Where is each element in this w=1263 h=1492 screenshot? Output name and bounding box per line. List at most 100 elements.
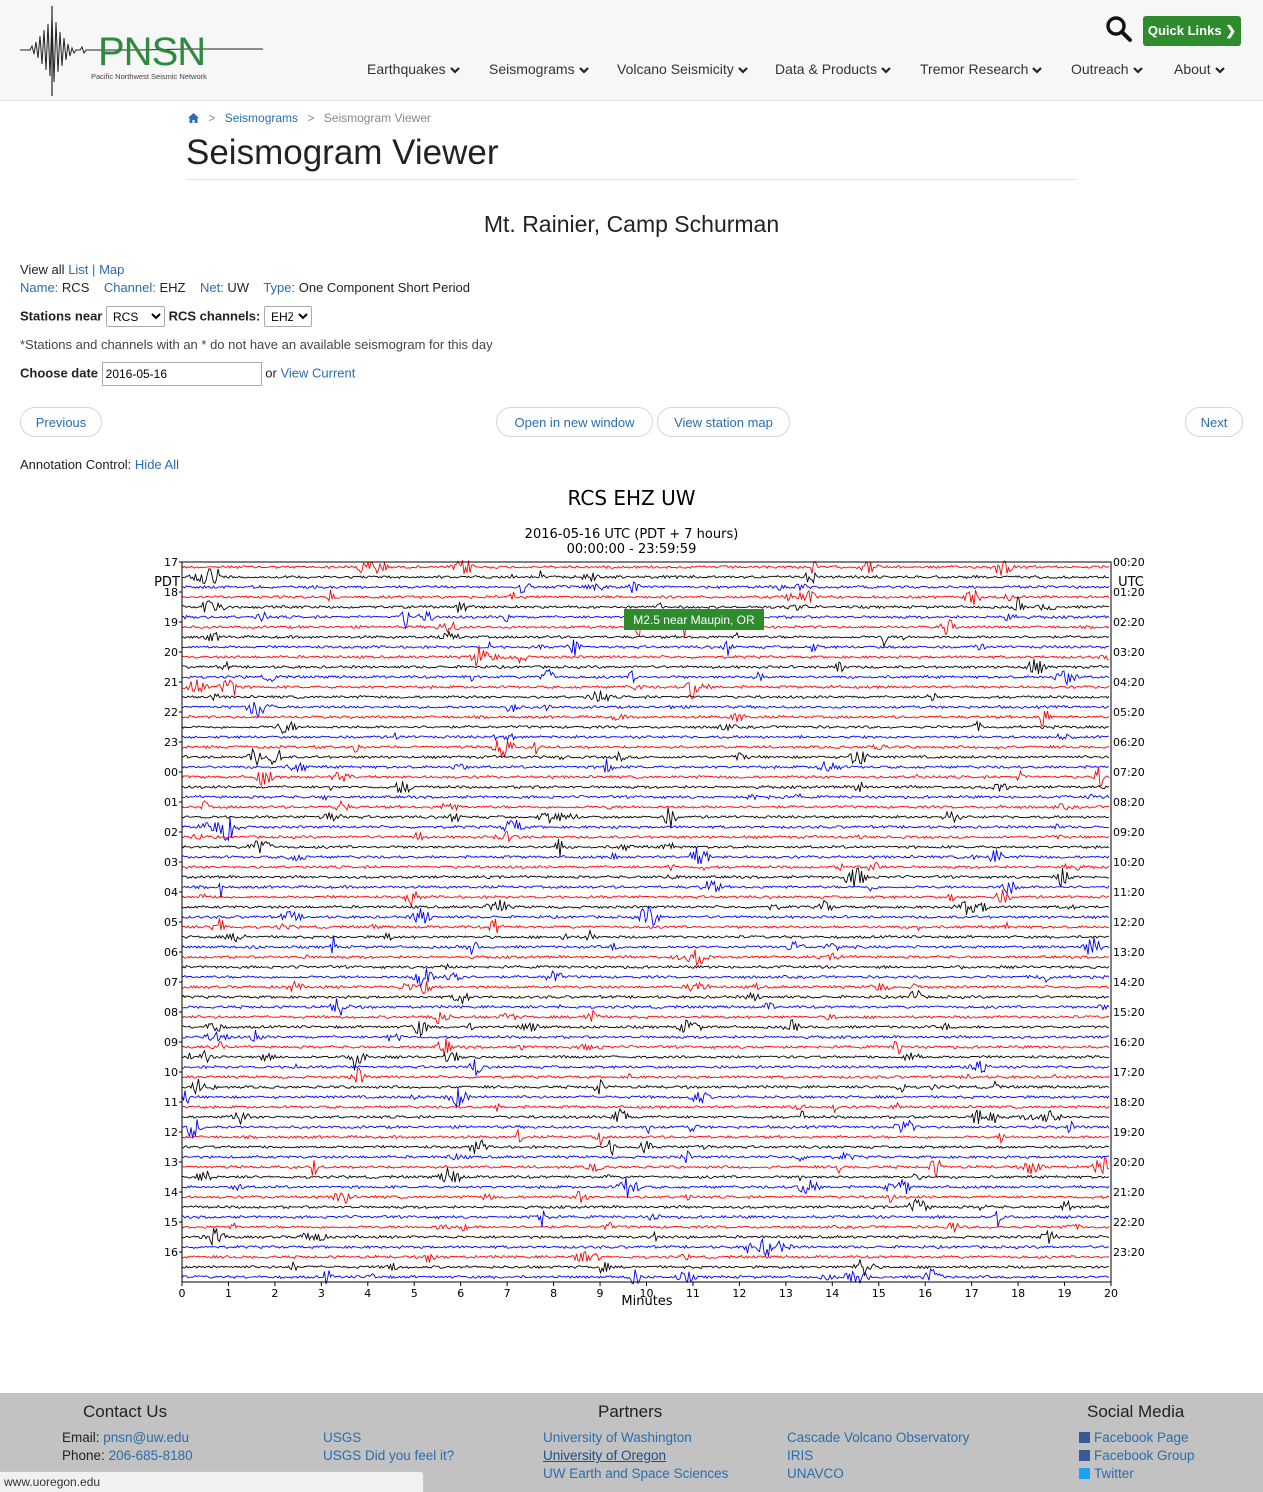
seismogram-trace [181, 766, 1110, 787]
map-link[interactable]: Map [99, 262, 125, 277]
social-twitter[interactable]: Twitter [1079, 1466, 1134, 1481]
chevron-right-icon: ❯ [1225, 23, 1237, 38]
seismogram-trace [181, 589, 1110, 605]
seismogram-trace [181, 949, 1110, 967]
nav-data-products[interactable]: Data & Products [775, 61, 891, 77]
nav-earthquakes[interactable]: Earthquakes [367, 61, 460, 77]
seismogram-trace [181, 1251, 1110, 1263]
seismogram-trace [182, 1059, 1110, 1076]
event-annotation[interactable]: M2.5 near Maupin, OR [624, 609, 764, 630]
quick-links-label: Quick Links [1147, 23, 1222, 38]
pnsn-logo[interactable]: PNSN Pacific Northwest Seismic Network [18, 6, 268, 96]
x-tick-label: 13 [779, 1287, 793, 1300]
phone-link[interactable]: 206-685-8180 [108, 1448, 193, 1463]
stations-near-select[interactable]: RCS [105, 306, 165, 327]
utc-tick-label: 16:20 [1113, 1036, 1145, 1049]
pdt-tick-label: 10 [164, 1066, 178, 1079]
partner-unavco[interactable]: UNAVCO [787, 1466, 844, 1481]
nav-volcano-seismicity[interactable]: Volcano Seismicity [617, 61, 748, 77]
utc-tick-label: 18:20 [1113, 1096, 1145, 1109]
title-divider [186, 179, 1076, 180]
pdt-tick-label: 01 [164, 796, 178, 809]
partner-uoregon[interactable]: University of Oregon [543, 1448, 667, 1463]
x-tick-label: 20 [1104, 1287, 1118, 1300]
nav-label: Tremor Research [920, 61, 1029, 77]
pdt-tick-label: 07 [164, 976, 178, 989]
breadcrumb-separator: > [208, 111, 216, 125]
social-facebook-page[interactable]: Facebook Page [1079, 1430, 1189, 1445]
social-heading: Social Media [1087, 1402, 1185, 1421]
x-tick-label: 5 [411, 1287, 418, 1300]
seismogram-trace [181, 719, 1110, 735]
partner-cvo[interactable]: Cascade Volcano Observatory [787, 1430, 970, 1445]
nav-tremor-research[interactable]: Tremor Research [920, 61, 1043, 77]
seismogram-trace [181, 1198, 1110, 1212]
partner-iris[interactable]: IRIS [787, 1448, 814, 1463]
home-icon[interactable] [188, 112, 199, 126]
search-icon[interactable] [1104, 14, 1134, 44]
channels-label: RCS channels: [168, 308, 261, 324]
utc-tick-label: 22:20 [1113, 1216, 1145, 1229]
seismogram-trace [181, 1038, 1110, 1057]
partner-usgs-dyfi[interactable]: USGS Did you feel it? [323, 1448, 455, 1463]
social-facebook-group[interactable]: Facebook Group [1079, 1448, 1195, 1463]
social-label: Twitter [1094, 1466, 1134, 1481]
pdt-tick-label: 16 [164, 1246, 178, 1259]
nav-about[interactable]: About [1174, 61, 1225, 77]
x-tick-label: 0 [179, 1287, 186, 1300]
date-input[interactable] [101, 362, 262, 386]
page-title: Seismogram Viewer [186, 133, 499, 172]
view-current-link[interactable]: View Current [280, 365, 356, 381]
seismogram-trace [181, 1167, 1110, 1183]
previous-button[interactable]: Previous [20, 407, 102, 437]
nav-outreach[interactable]: Outreach [1071, 61, 1143, 77]
site-header: PNSN Pacific Northwest Seismic Network Q… [0, 0, 1263, 101]
email-link[interactable]: pnsn@uw.edu [103, 1430, 190, 1445]
seismogram-trace [181, 935, 1110, 955]
seismogram-trace [181, 989, 1110, 1005]
seismogram-plot[interactable]: 1718192021222300010203040506070809101112… [0, 555, 1263, 1315]
x-axis-ticks: 0 1 2 3 4 5 6 7 8 9 10 11 12 13 14 15 16 17 18 19 20 [179, 1282, 1118, 1300]
chevron-down-icon [1032, 67, 1043, 74]
seismogram-trace [181, 918, 1110, 933]
social-label: Facebook Group [1094, 1448, 1195, 1463]
seismogram-trace [181, 905, 1110, 926]
twitter-icon [1079, 1468, 1090, 1479]
partner-uw[interactable]: University of Washington [543, 1430, 692, 1445]
x-tick-label: 1 [225, 1287, 232, 1300]
pdt-tick-label: 23 [164, 736, 178, 749]
social-label: Facebook Page [1094, 1430, 1189, 1445]
quick-links-button[interactable]: Quick Links ❯ [1143, 16, 1241, 46]
seismogram-trace [181, 1150, 1110, 1164]
x-tick-label: 3 [318, 1287, 325, 1300]
partner-usgs[interactable]: USGS [323, 1430, 362, 1445]
chevron-down-icon [1132, 67, 1143, 74]
type-label: Type: [263, 280, 296, 295]
partner-uw-ess[interactable]: UW Earth and Space Sciences [543, 1466, 729, 1481]
seismogram-trace [181, 1210, 1110, 1228]
hide-all-link[interactable]: Hide All [134, 457, 179, 472]
channels-select[interactable]: EHZ [263, 306, 312, 327]
seismogram-trace [181, 1156, 1110, 1179]
seismogram-trace [181, 568, 1110, 585]
open-new-window-button[interactable]: Open in new window [496, 407, 653, 437]
utc-tick-label: 17:20 [1113, 1066, 1145, 1079]
next-button[interactable]: Next [1185, 407, 1243, 437]
seismogram-trace [181, 1228, 1110, 1247]
nav-seismograms[interactable]: Seismograms [489, 61, 589, 77]
view-station-map-button[interactable]: View station map [657, 407, 790, 437]
breadcrumb-seismograms[interactable]: Seismograms [224, 111, 299, 125]
seismogram-trace [181, 560, 1110, 576]
pdt-tick-label: 12 [164, 1126, 178, 1139]
utc-tick-label: 23:20 [1113, 1246, 1145, 1259]
list-link[interactable]: List [68, 262, 89, 277]
stations-near-label: Stations near [20, 308, 103, 324]
seismogram-trace [181, 701, 1110, 718]
utc-tick-label: 19:20 [1113, 1126, 1145, 1139]
contact-heading: Contact Us [83, 1402, 168, 1421]
chevron-down-icon [881, 67, 891, 74]
x-tick-label: 11 [686, 1287, 700, 1300]
pdt-tick-label: 11 [164, 1096, 178, 1109]
pdt-tick-label: 05 [164, 916, 178, 929]
seismogram-trace [181, 1177, 1110, 1198]
